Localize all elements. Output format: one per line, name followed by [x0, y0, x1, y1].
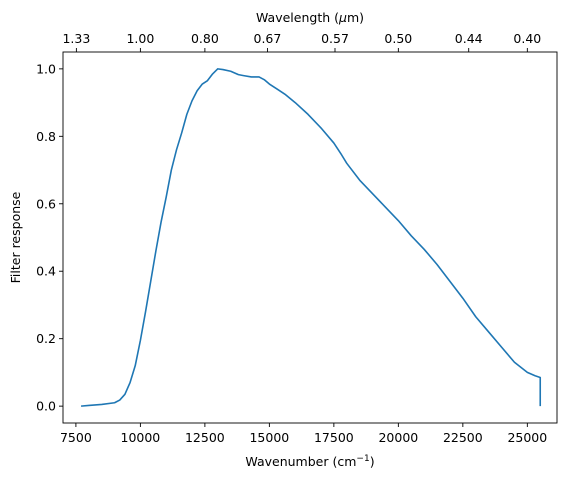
x-tick-label: 12500 [185, 430, 225, 445]
top-axis-label: Wavelength (μm) [256, 10, 364, 25]
top-tick-label: 0.50 [384, 31, 412, 46]
top-tick-label: 1.33 [62, 31, 90, 46]
y-tick-label: 1.0 [36, 61, 56, 76]
y-tick-label: 0.2 [36, 331, 56, 346]
x-tick-label: 25000 [507, 430, 547, 445]
x-tick-label: 15000 [249, 430, 289, 445]
top-tick-label: 0.40 [513, 31, 541, 46]
y-axis-label: Filter response [8, 191, 23, 283]
y-tick-label: 0.4 [36, 264, 56, 279]
filter-response-line [80, 68, 542, 407]
x-tick-label: 10000 [121, 430, 161, 445]
y-tick-label: 0.8 [36, 129, 56, 144]
top-tick-label: 0.80 [191, 31, 219, 46]
y-tick-label: 0.0 [36, 399, 56, 414]
top-tick-label: 0.57 [321, 31, 349, 46]
top-tick-label: 0.44 [455, 31, 483, 46]
x-tick-label: 7500 [60, 430, 92, 445]
plot-frame [62, 51, 558, 424]
top-tick-label: 1.00 [126, 31, 154, 46]
x-axis-label: Wavenumber (cm−1) [245, 454, 374, 469]
x-tick-label: 20000 [378, 430, 418, 445]
x-tick-label: 22500 [443, 430, 483, 445]
top-tick-label: 0.67 [254, 31, 282, 46]
y-tick-label: 0.6 [36, 196, 56, 211]
x-tick-label: 17500 [314, 430, 354, 445]
plot-area [63, 52, 557, 423]
